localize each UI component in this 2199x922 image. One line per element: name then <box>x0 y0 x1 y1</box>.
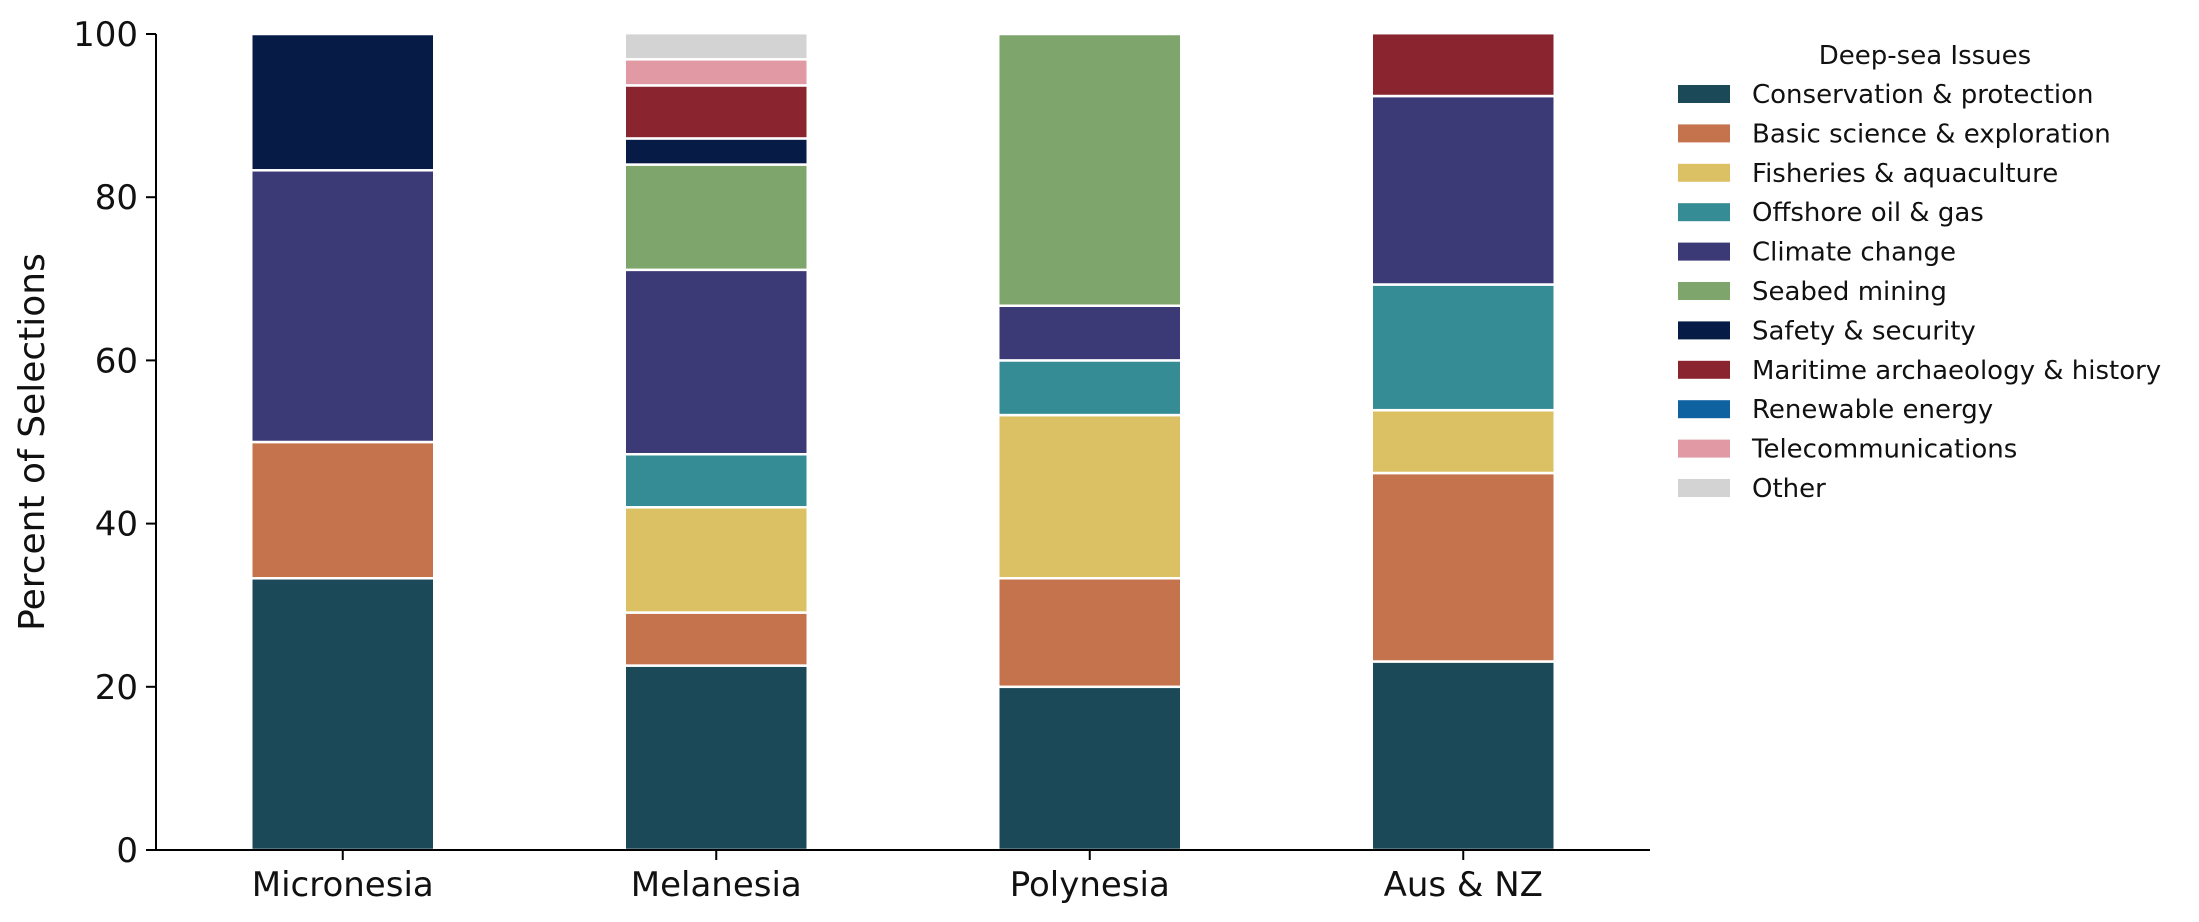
bar-segment-melanesia-offshore-oil-gas <box>623 452 810 509</box>
bar-segment-micronesia-conservation-protection <box>249 577 436 852</box>
legend-label-seabed-mining: Seabed mining <box>1752 277 1947 307</box>
bar-segment-aus-nz-climate-change <box>1370 94 1557 286</box>
legend-label-offshore-oil-gas: Offshore oil & gas <box>1752 198 1984 228</box>
bar-segment-polynesia-fisheries-aquaculture <box>996 413 1183 580</box>
y-tick-label: 0 <box>116 831 138 871</box>
bar-segment-melanesia-fisheries-aquaculture <box>623 506 810 614</box>
legend-label-other: Other <box>1752 474 1826 504</box>
legend-label-conservation-protection: Conservation & protection <box>1752 80 2094 110</box>
legend-items: Conservation & protection Basic science &… <box>1678 80 2161 504</box>
legend-swatch-seabed-mining <box>1678 282 1730 300</box>
bar-segment-melanesia-climate-change <box>623 268 810 456</box>
legend-label-basic-science-exploration: Basic science & exploration <box>1752 119 2111 149</box>
legend-swatch-offshore-oil-gas <box>1678 203 1730 222</box>
x-tick-label: Micronesia <box>252 865 434 905</box>
y-axis-label: Percent of Selections <box>12 253 53 631</box>
legend-swatch-telecommunications <box>1678 439 1730 458</box>
legend-swatch-other <box>1678 479 1730 497</box>
bar-segment-aus-nz-maritime-archaeology-history <box>1370 31 1557 98</box>
bar-segment-polynesia-basic-science-exploration <box>996 577 1183 689</box>
legend-swatch-safety-security <box>1678 321 1730 340</box>
bar-segment-micronesia-climate-change <box>249 169 436 444</box>
legend-swatch-basic-science-exploration <box>1678 124 1730 143</box>
bar-segment-aus-nz-offshore-oil-gas <box>1370 283 1557 412</box>
legend: Deep-sea Issues Conservation & protectio… <box>1678 41 2161 504</box>
bar-segment-melanesia-basic-science-exploration <box>623 611 810 667</box>
legend-label-maritime-archaeology-history: Maritime archaeology & history <box>1752 356 2161 386</box>
legend-swatch-conservation-protection <box>1678 85 1730 103</box>
legend-label-climate-change: Climate change <box>1752 238 1956 268</box>
legend-swatch-fisheries-aquaculture <box>1678 163 1730 182</box>
y-ticks-group: 0 20 40 60 80 100 <box>73 15 156 871</box>
bar-segment-polynesia-offshore-oil-gas <box>996 359 1183 417</box>
bar-segment-melanesia-seabed-mining <box>623 163 810 272</box>
bar-segment-micronesia-basic-science-exploration <box>249 440 436 580</box>
axes-group <box>155 34 1650 851</box>
bar-segment-polynesia-climate-change <box>996 304 1183 362</box>
bar-segment-melanesia-telecommunications <box>623 58 810 87</box>
x-tick-label: Polynesia <box>1010 865 1170 905</box>
bar-segment-micronesia-safety-security <box>249 32 436 172</box>
y-tick-label: 40 <box>95 505 138 545</box>
bar-segment-melanesia-maritime-archaeology-history <box>623 84 810 140</box>
legend-swatch-climate-change <box>1678 242 1730 261</box>
bar-segment-aus-nz-basic-science-exploration <box>1370 471 1557 663</box>
legend-label-safety-security: Safety & security <box>1752 316 1976 346</box>
bars-group <box>249 31 1557 852</box>
legend-label-fisheries-aquaculture: Fisheries & aquaculture <box>1752 159 2058 189</box>
bar-segment-melanesia-other <box>623 31 810 61</box>
bar-segment-aus-nz-conservation-protection <box>1370 660 1557 852</box>
y-tick-label: 20 <box>95 668 138 708</box>
legend-label-renewable-energy: Renewable energy <box>1752 395 1993 425</box>
y-tick-label: 100 <box>73 15 138 55</box>
legend-swatch-renewable-energy <box>1678 400 1730 419</box>
x-ticks-group: Micronesia Melanesia Polynesia Aus & NZ <box>252 850 1543 905</box>
legend-label-telecommunications: Telecommunications <box>1751 435 2017 465</box>
bar-segment-polynesia-conservation-protection <box>996 685 1183 852</box>
legend-swatch-maritime-archaeology-history <box>1678 360 1730 379</box>
y-tick-label: 80 <box>95 178 138 218</box>
bar-segment-polynesia-seabed-mining <box>996 32 1183 307</box>
bar-segment-aus-nz-fisheries-aquaculture <box>1370 408 1557 475</box>
x-tick-label: Melanesia <box>631 865 802 905</box>
legend-title: Deep-sea Issues <box>1819 41 2031 71</box>
x-tick-label: Aus & NZ <box>1384 865 1543 905</box>
y-tick-label: 60 <box>95 341 138 381</box>
bar-segment-melanesia-safety-security <box>623 137 810 166</box>
bar-segment-melanesia-conservation-protection <box>623 664 810 852</box>
